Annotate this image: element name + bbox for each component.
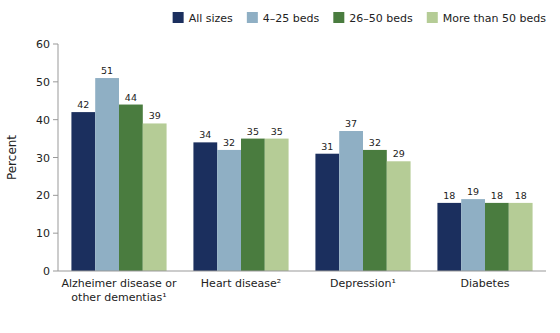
chart: 0 10 20 30 40 50 60 Percent 42 34 31 18 51 32 37 19 44 35… (0, 0, 560, 333)
data-label: 29 (393, 148, 405, 159)
chart-container: 0 10 20 30 40 50 60 Percent 42 34 31 18 51 32 37 19 44 35… (0, 0, 560, 333)
bar (241, 139, 265, 271)
data-label: 18 (491, 190, 503, 201)
bars (71, 78, 532, 271)
y-tick-label: 50 (36, 76, 50, 89)
legend-label: 26–50 beds (349, 12, 413, 25)
legend-item: More than 50 beds (427, 12, 546, 25)
y-tick (53, 81, 58, 82)
x-axis-line (58, 271, 546, 272)
y-axis-label: Percent (5, 135, 19, 180)
data-labels: 42 34 31 18 51 32 37 19 44 35 32 18 39 35 29 18 (77, 65, 526, 201)
x-tick-label: Alzheimer disease orother dementias¹ (61, 277, 177, 304)
y-tick (53, 271, 58, 272)
y-tick-label: 30 (36, 152, 50, 165)
data-label: 31 (321, 141, 333, 152)
y-tick (53, 157, 58, 158)
legend-swatch (333, 12, 344, 23)
y-tick-label: 40 (36, 114, 50, 127)
data-label: 39 (149, 110, 161, 121)
legend-item: 26–50 beds (333, 12, 413, 25)
bar (217, 150, 241, 271)
data-label: 19 (467, 186, 479, 197)
y-tick (53, 44, 58, 45)
bar (485, 203, 509, 271)
bar (437, 203, 461, 271)
data-label: 18 (443, 190, 455, 201)
data-label: 37 (345, 118, 357, 129)
y-tick (53, 233, 58, 234)
data-label: 51 (101, 65, 113, 76)
data-label: 32 (369, 137, 381, 148)
bar (509, 203, 533, 271)
bar (143, 123, 167, 271)
y-tick-label: 60 (36, 38, 50, 51)
legend: All sizes 4–25 beds 26–50 beds More than 50… (173, 12, 547, 25)
x-tick-label: Depression¹ (330, 277, 396, 290)
bar (387, 161, 411, 271)
y-axis-line (58, 44, 59, 271)
bar (193, 142, 217, 271)
legend-swatch (427, 12, 438, 23)
legend-item: 4–25 beds (247, 12, 320, 25)
y-tick-label: 10 (36, 227, 50, 240)
data-label: 44 (125, 92, 137, 103)
bar (339, 131, 363, 271)
legend-label: More than 50 beds (443, 12, 546, 25)
legend-label: All sizes (189, 12, 233, 25)
bar (461, 199, 485, 271)
data-label: 32 (223, 137, 235, 148)
bar (265, 139, 289, 271)
bar (315, 154, 339, 271)
bar (71, 112, 95, 271)
legend-item: All sizes (173, 12, 233, 25)
data-label: 42 (77, 99, 89, 110)
legend-label: 4–25 beds (263, 12, 320, 25)
data-label: 35 (247, 126, 259, 137)
legend-swatch (247, 12, 258, 23)
bar (95, 78, 119, 271)
y-tick-label: 20 (36, 189, 50, 202)
y-tick (53, 195, 58, 196)
bar (119, 105, 143, 271)
x-tick-label: Heart disease² (201, 277, 281, 290)
x-tick-label: Diabetes (461, 277, 510, 290)
data-label: 34 (199, 129, 211, 140)
y-tick (53, 119, 58, 120)
y-tick-label: 0 (43, 265, 50, 278)
data-label: 18 (515, 190, 527, 201)
bar (363, 150, 387, 271)
legend-swatch (173, 12, 184, 23)
data-label: 35 (271, 126, 283, 137)
